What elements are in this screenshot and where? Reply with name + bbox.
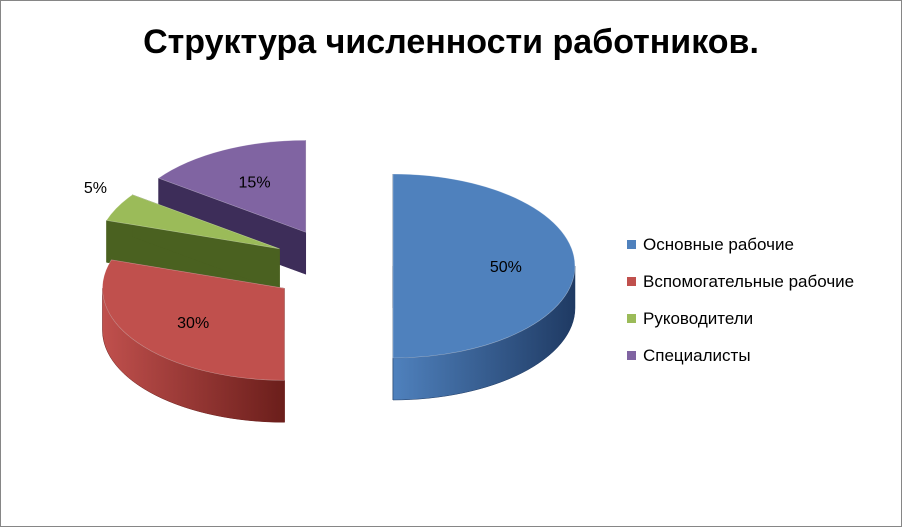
legend-label: Специалисты: [643, 345, 751, 365]
pie-slices: [102, 139, 576, 423]
legend-item-вспомогательные-рабочие: Вспомогательные рабочие: [627, 263, 854, 300]
legend-label: Вспомогательные рабочие: [643, 271, 855, 291]
pie-slice-вспомогательные-рабочие: [102, 259, 285, 423]
pie-slice-основные-рабочие: [392, 173, 576, 401]
legend-swatch: [627, 314, 636, 323]
legend-swatch: [627, 277, 636, 286]
data-label-специалисты: 15%: [239, 174, 271, 191]
data-label-вспомогательные-рабочие: 30%: [177, 315, 209, 332]
pie-slice-руководители: [105, 194, 280, 292]
legend-label: Руководители: [643, 308, 754, 328]
data-label-основные-рабочие: 50%: [490, 259, 522, 276]
chart-title: Структура численности работников.: [143, 23, 759, 61]
legend-item-руководители: Руководители: [627, 300, 854, 337]
legend: Основные рабочие Вспомогательные рабочие Р…: [627, 226, 854, 374]
legend-label: Основные рабочие: [643, 234, 794, 254]
legend-item-основные-рабочие: Основные рабочие: [627, 226, 854, 263]
pie-data-labels: 50% 30% 5% 15%: [84, 174, 522, 331]
legend-swatch: [627, 240, 636, 249]
data-label-руководители: 5%: [84, 180, 107, 197]
legend-item-специалисты: Специалисты: [627, 337, 854, 374]
legend-swatch: [627, 351, 636, 360]
